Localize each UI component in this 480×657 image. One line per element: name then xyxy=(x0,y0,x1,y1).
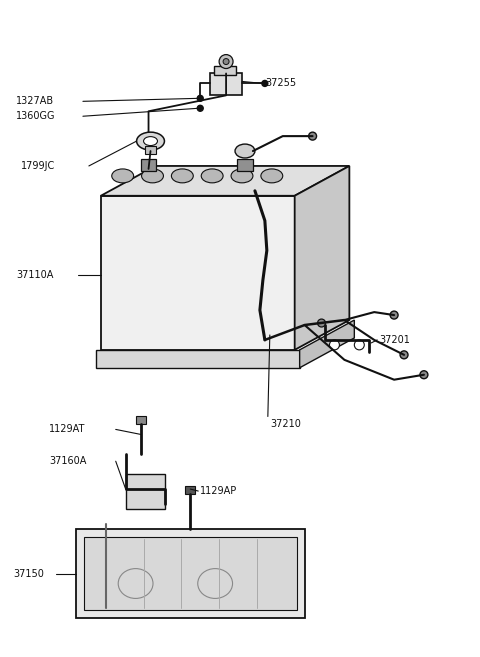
Circle shape xyxy=(420,371,428,378)
Polygon shape xyxy=(300,320,354,368)
Polygon shape xyxy=(84,537,297,610)
Text: 1129AT: 1129AT xyxy=(49,424,85,434)
Text: 37210: 37210 xyxy=(270,419,300,430)
Polygon shape xyxy=(295,166,349,350)
Text: 1129AP: 1129AP xyxy=(200,486,238,496)
Circle shape xyxy=(318,319,325,327)
Ellipse shape xyxy=(137,132,165,150)
Polygon shape xyxy=(96,350,300,368)
Text: 37201: 37201 xyxy=(379,335,410,345)
Bar xyxy=(214,66,236,76)
Bar xyxy=(185,486,195,494)
Circle shape xyxy=(223,58,229,64)
Ellipse shape xyxy=(201,169,223,183)
Ellipse shape xyxy=(171,169,193,183)
Text: 37160A: 37160A xyxy=(49,456,86,466)
Circle shape xyxy=(354,340,364,350)
Text: 37150: 37150 xyxy=(13,568,44,579)
Circle shape xyxy=(197,105,203,111)
Text: 37110A: 37110A xyxy=(16,270,54,281)
Ellipse shape xyxy=(144,137,157,146)
Text: 1360GG: 1360GG xyxy=(16,111,56,122)
Circle shape xyxy=(309,132,316,140)
Ellipse shape xyxy=(261,169,283,183)
Polygon shape xyxy=(101,166,349,196)
Bar xyxy=(237,159,253,171)
Ellipse shape xyxy=(231,169,253,183)
Ellipse shape xyxy=(142,169,164,183)
Bar xyxy=(144,146,156,154)
Polygon shape xyxy=(126,474,166,509)
Circle shape xyxy=(197,95,203,101)
Text: 1799JC: 1799JC xyxy=(21,161,56,171)
Text: 1327AB: 1327AB xyxy=(16,97,54,106)
Circle shape xyxy=(262,80,268,87)
Circle shape xyxy=(400,351,408,359)
Circle shape xyxy=(329,340,339,350)
Circle shape xyxy=(390,311,398,319)
Ellipse shape xyxy=(112,169,133,183)
Bar xyxy=(136,417,145,424)
Bar xyxy=(210,74,242,95)
Circle shape xyxy=(219,55,233,68)
Ellipse shape xyxy=(235,144,255,158)
Text: 37255: 37255 xyxy=(265,78,296,89)
Bar xyxy=(141,159,156,171)
Polygon shape xyxy=(101,196,295,350)
Polygon shape xyxy=(76,529,305,618)
